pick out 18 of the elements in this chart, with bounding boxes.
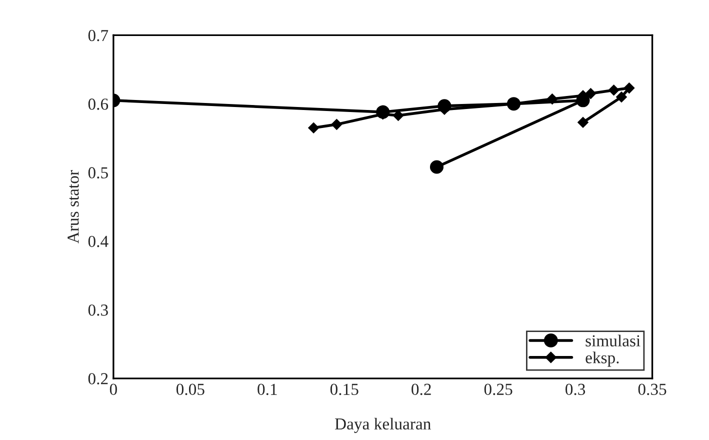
legend-label: simulasi bbox=[586, 334, 640, 346]
y-tick-label: 0.6 bbox=[88, 98, 108, 110]
x-tick-label: 0.35 bbox=[638, 384, 666, 396]
y-tick-label: 0.2 bbox=[88, 373, 108, 384]
x-tick-label: 0.1 bbox=[258, 384, 277, 396]
x-tick-label: 0.2 bbox=[412, 384, 431, 396]
x-tick-label: 0.15 bbox=[330, 384, 358, 396]
y-tick-label: 0.5 bbox=[88, 167, 108, 178]
x-tick-label: 0.05 bbox=[176, 384, 204, 396]
y-axis-title: Arus stator bbox=[68, 170, 79, 244]
y-tick-label: 0.3 bbox=[88, 304, 108, 316]
x-tick-label: 0.25 bbox=[484, 384, 512, 396]
x-axis-title: Daya keluaran bbox=[334, 418, 431, 433]
x-tick-label: 0.3 bbox=[566, 384, 586, 396]
y-tick-label: 0.4 bbox=[88, 236, 108, 248]
x-tick-label: 0 bbox=[110, 384, 117, 395]
legend-label: eksp. bbox=[586, 352, 619, 367]
y-tick-label: 0.7 bbox=[88, 30, 108, 42]
